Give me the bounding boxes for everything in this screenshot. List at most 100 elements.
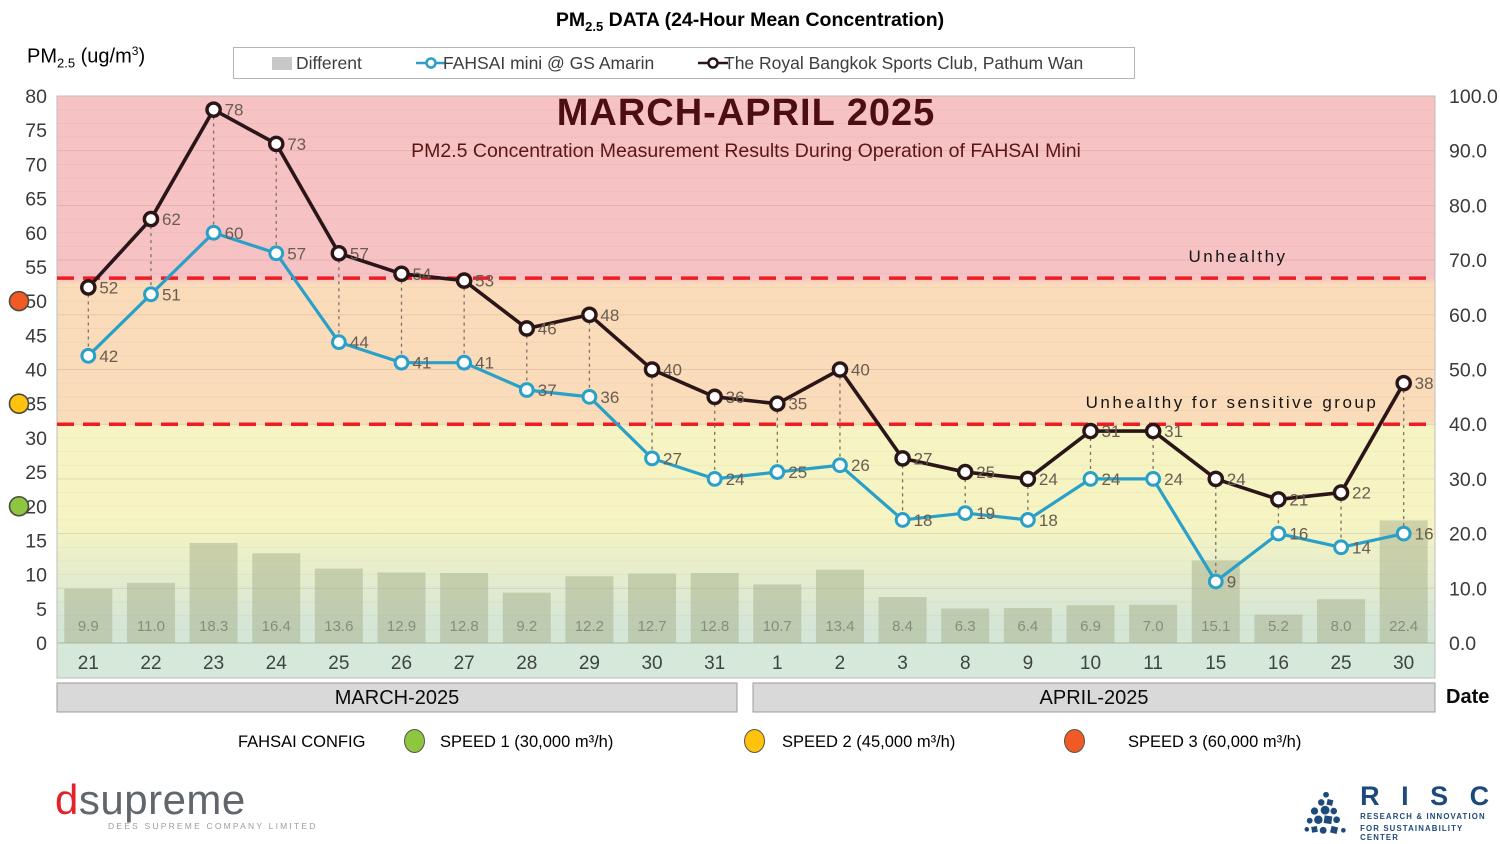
bar-value-label: 12.8	[700, 618, 729, 635]
axis-speed-dot	[8, 393, 30, 414]
x-tick: 10	[1080, 653, 1101, 674]
fahsai-line	[87, 231, 1405, 584]
fahsai-point	[957, 505, 974, 521]
x-tick: 30	[1393, 653, 1414, 674]
bar-24	[252, 553, 301, 643]
fahsai-point	[706, 471, 723, 487]
bar-26	[377, 572, 426, 643]
dsupreme-logo: dsupreme DEES SUPREME COMPANY LIMITED	[55, 779, 318, 832]
fahsai-point	[644, 450, 660, 467]
right-tick: 70.0	[1449, 250, 1487, 272]
chart-subtitle: PM2.5 Concentration Measurement Results …	[411, 140, 1081, 162]
x-tick: 23	[203, 653, 224, 674]
right-tick: 90.0	[1449, 141, 1487, 163]
bar-value-label: 6.9	[1080, 618, 1101, 635]
bar-value-label: 9.9	[78, 618, 99, 635]
fahsai-point	[80, 347, 97, 364]
left-tick: 80	[25, 86, 47, 108]
x-tick: 21	[78, 653, 99, 674]
bar-22	[126, 582, 175, 643]
speed-3-dot-icon	[1064, 729, 1085, 753]
royal-value-label: 62	[162, 210, 181, 229]
month-band	[752, 682, 1436, 713]
different-bar-swatch	[272, 57, 292, 70]
fahsai-point	[1082, 471, 1099, 487]
fahsai-value-label: 19	[976, 504, 995, 523]
royal-point	[1395, 374, 1412, 392]
x-tick: 15	[1205, 653, 1226, 674]
bar-value-label: 6.4	[1017, 618, 1038, 635]
royal-point	[330, 244, 348, 262]
royal-point	[1019, 470, 1037, 488]
fahsai-value-label: 57	[287, 244, 306, 263]
x-tick: 30	[641, 653, 662, 674]
fahsai-point	[894, 512, 911, 528]
bar-value-label: 13.4	[825, 618, 854, 635]
fahsai-point	[1333, 539, 1349, 556]
bar-value-label: 5.2	[1268, 618, 1289, 635]
left-tick: 65	[25, 189, 47, 211]
royal-line	[86, 107, 1406, 502]
royal-point	[956, 463, 974, 481]
axis-speed-dot	[8, 495, 30, 517]
fahsai-point	[456, 354, 473, 371]
plot-background	[57, 96, 1435, 643]
bar-value-label: 13.6	[324, 618, 353, 635]
month-band-label: MARCH-2025	[335, 687, 459, 709]
left-tick: 30	[25, 428, 47, 450]
right-tick: 30.0	[1449, 469, 1487, 491]
x-tick: 16	[1268, 653, 1289, 674]
right-tick: 10.0	[1449, 578, 1487, 600]
bar-2	[815, 569, 864, 643]
royal-point	[1332, 484, 1350, 501]
speed-2-label: SPEED 2 (45,000 m³/h)	[782, 733, 956, 751]
risc-text-block: R I S C RESEARCH & INNOVATION FOR SUSTAI…	[1360, 783, 1500, 843]
speed-3-label: SPEED 3 (60,000 m³/h)	[1128, 733, 1302, 751]
right-tick: 20.0	[1449, 524, 1487, 546]
fahsai-point	[268, 245, 285, 262]
fahsai-value-label: 9	[1227, 572, 1236, 591]
left-tick: 50	[25, 291, 47, 313]
x-tick: 31	[704, 653, 725, 674]
royal-point	[80, 279, 97, 296]
chart-title: MARCH-APRIL 2025	[556, 92, 936, 134]
bar-value-label: 10.7	[763, 618, 792, 635]
left-tick: 10	[25, 565, 47, 587]
royal-value-label: 46	[538, 319, 557, 338]
left-tick: 0	[36, 633, 47, 655]
left-tick: 45	[25, 325, 47, 347]
royal-value-label: 36	[726, 388, 745, 407]
royal-value-label: 53	[475, 272, 494, 291]
bar-25	[1317, 599, 1366, 643]
royal-value-label: 22	[1352, 484, 1371, 503]
royal-point	[581, 306, 598, 324]
fahsai-point	[1270, 525, 1287, 542]
royal-value-label: 38	[1415, 374, 1434, 393]
fahsai-value-label: 18	[1039, 511, 1058, 530]
fahsai-value-label: 42	[99, 347, 118, 366]
x-tick: 27	[454, 653, 475, 674]
fahsai-value-label: 60	[225, 224, 244, 243]
bar-value-label: 15.1	[1201, 618, 1230, 635]
x-tick: 9	[1023, 653, 1034, 674]
royal-point	[455, 272, 473, 289]
royal-value-label: 21	[1289, 490, 1308, 509]
bar-value-label: 18.3	[199, 618, 228, 635]
bar-28	[502, 592, 551, 643]
fahsai-value-label: 16	[1289, 525, 1308, 544]
fahsai-value-label: 27	[663, 449, 682, 468]
bar-value-label: 12.7	[637, 618, 666, 635]
x-tick: 2	[835, 653, 846, 674]
bar-10	[1066, 605, 1115, 643]
fahsai-value-label: 24	[1102, 470, 1121, 489]
fahsai-point	[1019, 512, 1036, 528]
x-tick: 8	[960, 653, 971, 674]
royal-point	[1082, 422, 1099, 440]
legend-label-royal: The Royal Bangkok Sports Club, Pathum Wa…	[724, 53, 1084, 73]
royal-value-label: 25	[976, 463, 995, 482]
x-tick: 3	[897, 653, 908, 674]
right-tick: 60.0	[1449, 305, 1487, 327]
bar-value-label: 8.4	[892, 618, 913, 635]
royal-value-label: 40	[851, 361, 870, 380]
royal-value-label: 57	[350, 244, 369, 263]
